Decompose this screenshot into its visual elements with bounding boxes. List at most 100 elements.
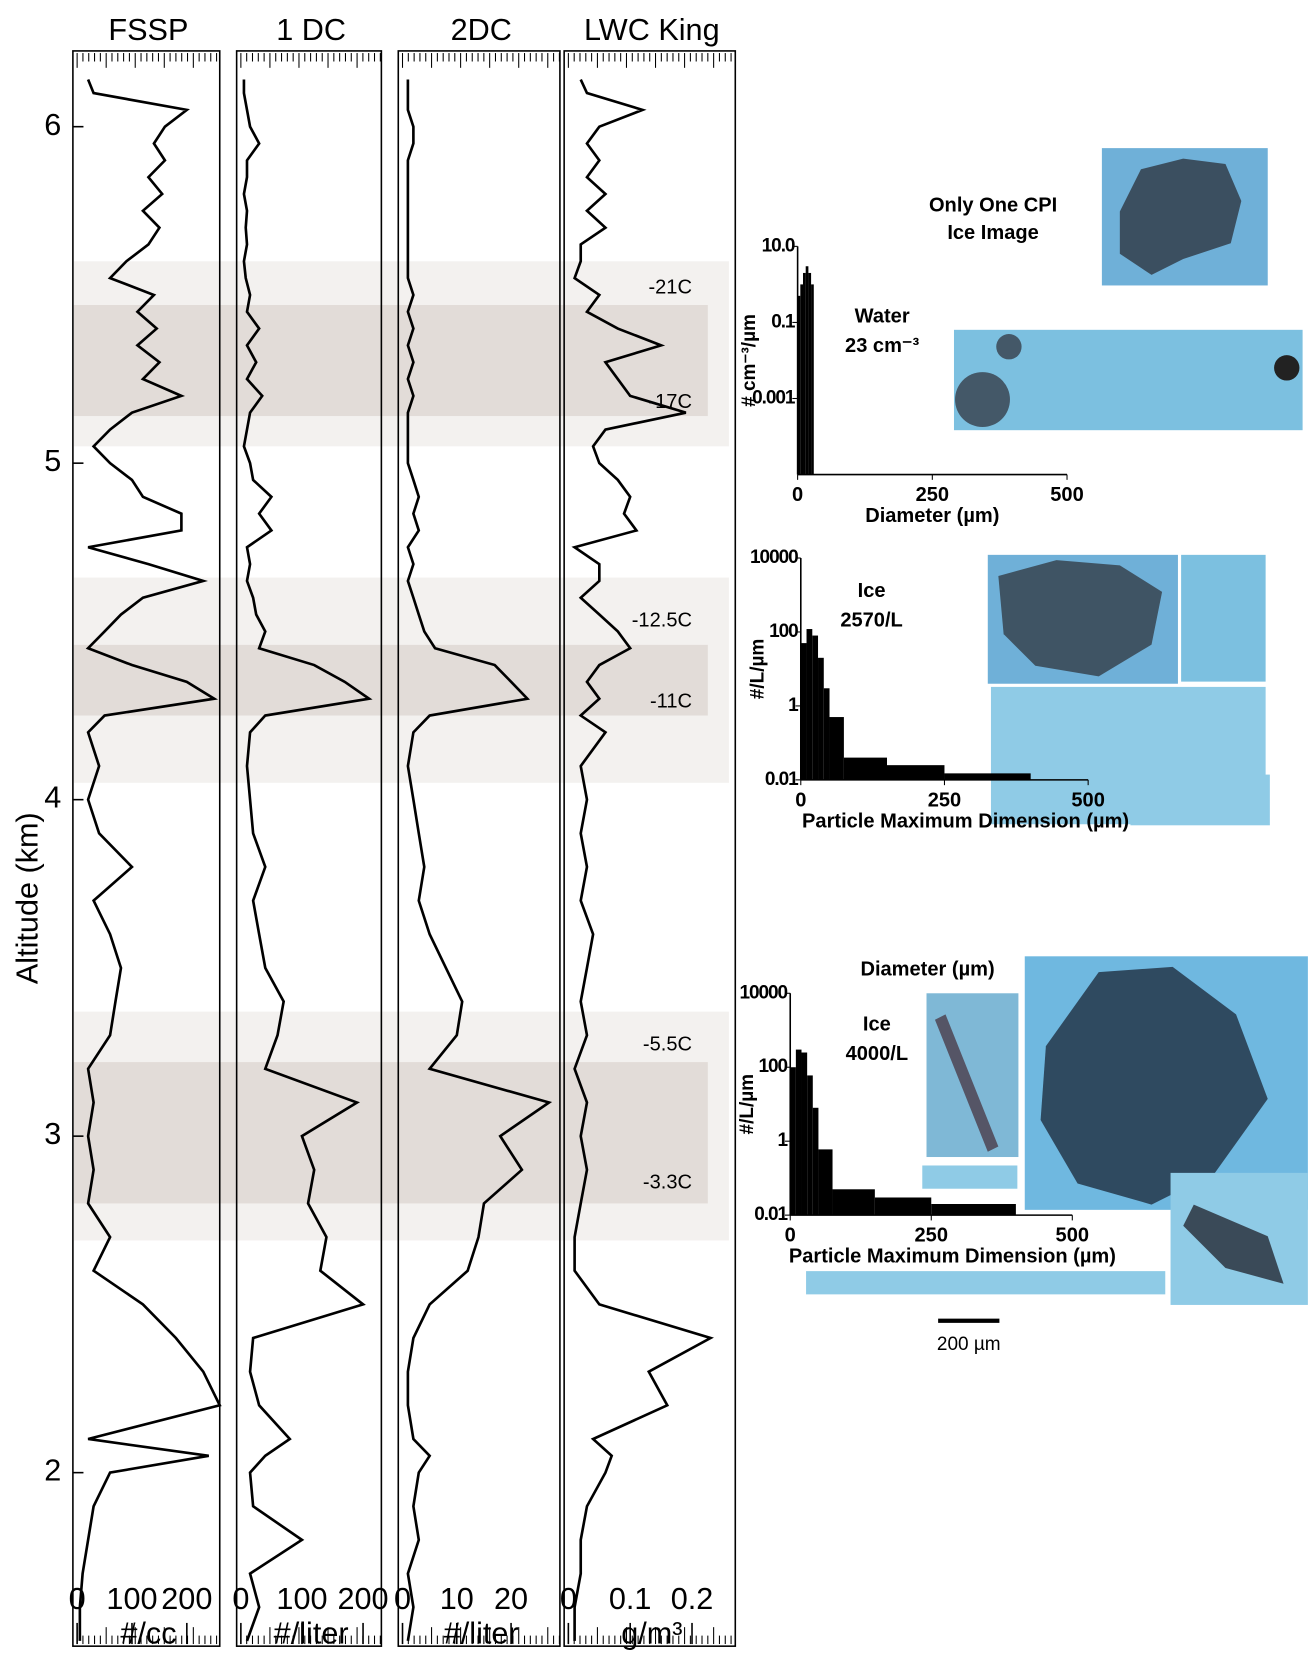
ice-crystal [1040, 966, 1268, 1205]
ice-crystal [1183, 1204, 1284, 1284]
histogram-bar [843, 757, 887, 780]
panel-title: FSSP [108, 13, 188, 47]
droplet [1274, 355, 1300, 381]
panel-frame [72, 50, 221, 1647]
y-tick-label: 3 [44, 1117, 61, 1151]
panel-frame [563, 50, 737, 1647]
y-axis-label: #/L/µm [737, 1074, 758, 1135]
x-tick-label: 500 [1056, 1225, 1089, 1247]
histogram-annotation: Water [855, 305, 910, 327]
y-tick-label: 4 [44, 781, 61, 815]
x-tick-label: 0 [394, 1582, 411, 1616]
x-axis-label: #/liter [444, 1617, 519, 1651]
x-tick-label: 0 [785, 1225, 796, 1247]
photo [806, 1271, 1166, 1295]
x-tick-label: 0 [69, 1582, 86, 1616]
x-tick-label: 100 [106, 1582, 157, 1616]
cpi-label: Ice Image [947, 222, 1038, 244]
temperature-label: -5.5C [643, 1034, 692, 1056]
x-axis-label: #/liter [274, 1617, 349, 1651]
histogram-bar [800, 284, 804, 475]
scale-bar-label: 200 µm [937, 1334, 1001, 1355]
histogram-bar [797, 295, 801, 475]
x-axis-label: Diameter (µm) [865, 505, 999, 527]
x-tick-label: 250 [928, 789, 961, 811]
x-tick-label: 500 [1071, 789, 1104, 811]
histogram-bar [790, 1067, 796, 1216]
ice-crystal [934, 1014, 999, 1152]
x-tick-label: 0.2 [671, 1582, 714, 1616]
x-tick-label: 200 [161, 1582, 212, 1616]
histogram-bar [823, 688, 830, 780]
y-tick-label: 0.01 [765, 769, 799, 790]
droplet [955, 372, 1010, 428]
x-axis-label: g/m³ [621, 1617, 682, 1651]
y-tick-label: 1 [778, 1130, 789, 1151]
panel-title: 1 DC [276, 13, 346, 47]
histogram-annotation: 23 cm⁻³ [845, 335, 919, 357]
histogram-annotation: Diameter (µm) [860, 958, 994, 980]
histogram-bar [818, 657, 824, 780]
profile-line [242, 79, 373, 1642]
histogram-annotation: Ice [858, 580, 886, 602]
x-tick-label: 500 [1050, 484, 1083, 506]
y-tick-label: 6 [44, 108, 61, 142]
photo [1130, 774, 1270, 826]
histogram-bar [812, 635, 819, 780]
histogram-bar [829, 717, 844, 780]
histogram-bar [805, 266, 809, 475]
histogram-bar [803, 272, 806, 475]
x-tick-label: 0 [560, 1582, 577, 1616]
histogram-bar [811, 284, 814, 475]
x-axis-label: Particle Maximum Dimension (µm) [802, 810, 1129, 832]
temperature-label: -11C [650, 690, 692, 712]
histogram-annotation: 2570/L [840, 610, 902, 632]
y-tick-label: 0.01 [754, 1204, 788, 1225]
panel-frame [235, 50, 383, 1647]
temperature-label: -12.5C [632, 610, 692, 632]
y-tick-label: 1 [788, 695, 799, 716]
temperature-label: -17C [648, 391, 692, 413]
histogram-bar [801, 1052, 808, 1216]
photo [1181, 554, 1266, 682]
histogram-bar [807, 1075, 813, 1216]
panel-title: 2DC [451, 13, 512, 47]
x-tick-label: 0.1 [609, 1582, 652, 1616]
ice-crystal [998, 560, 1163, 677]
histogram-bar [874, 1197, 932, 1216]
histogram-bar [806, 629, 813, 780]
x-axis-label: #/cc [120, 1617, 176, 1651]
bands [73, 261, 729, 1241]
y-axis-label: # cm⁻³/µm [739, 314, 760, 407]
histogram-annotation: Ice [863, 1013, 891, 1035]
x-tick-label: 20 [494, 1582, 528, 1616]
profile-line [78, 79, 222, 1641]
histogram-bar [931, 1204, 1016, 1216]
x-tick-label: 250 [916, 484, 949, 506]
ice-crystal [1119, 158, 1242, 275]
y-tick-label: 5 [44, 444, 61, 478]
photo [922, 1165, 1018, 1189]
x-tick-label: 0 [795, 789, 806, 811]
y-axis-label: Altitude (km) [11, 812, 45, 984]
x-tick-label: 100 [276, 1582, 327, 1616]
y-tick-label: 2 [44, 1454, 61, 1488]
droplet [996, 334, 1022, 360]
x-tick-label: 200 [337, 1582, 388, 1616]
y-axis-label: #/L/µm [748, 639, 769, 700]
histogram-bar [886, 765, 945, 780]
histogram-bar [812, 1107, 819, 1216]
photos [806, 148, 1308, 1323]
y-tick-label: 10000 [739, 982, 787, 1003]
y-tick-label: 0.1 [771, 311, 796, 332]
y-tick-label: 10000 [750, 547, 798, 568]
histogram-bar [832, 1189, 875, 1216]
x-tick-label: 0 [792, 484, 803, 506]
band-core [73, 1062, 708, 1204]
x-axis-label: Particle Maximum Dimension (µm) [789, 1246, 1116, 1268]
y-tick-label: 10.0 [762, 235, 795, 256]
temperature-label: -3.3C [643, 1172, 692, 1194]
histogram-bar [944, 773, 1031, 780]
histogram-bar [818, 1149, 833, 1216]
